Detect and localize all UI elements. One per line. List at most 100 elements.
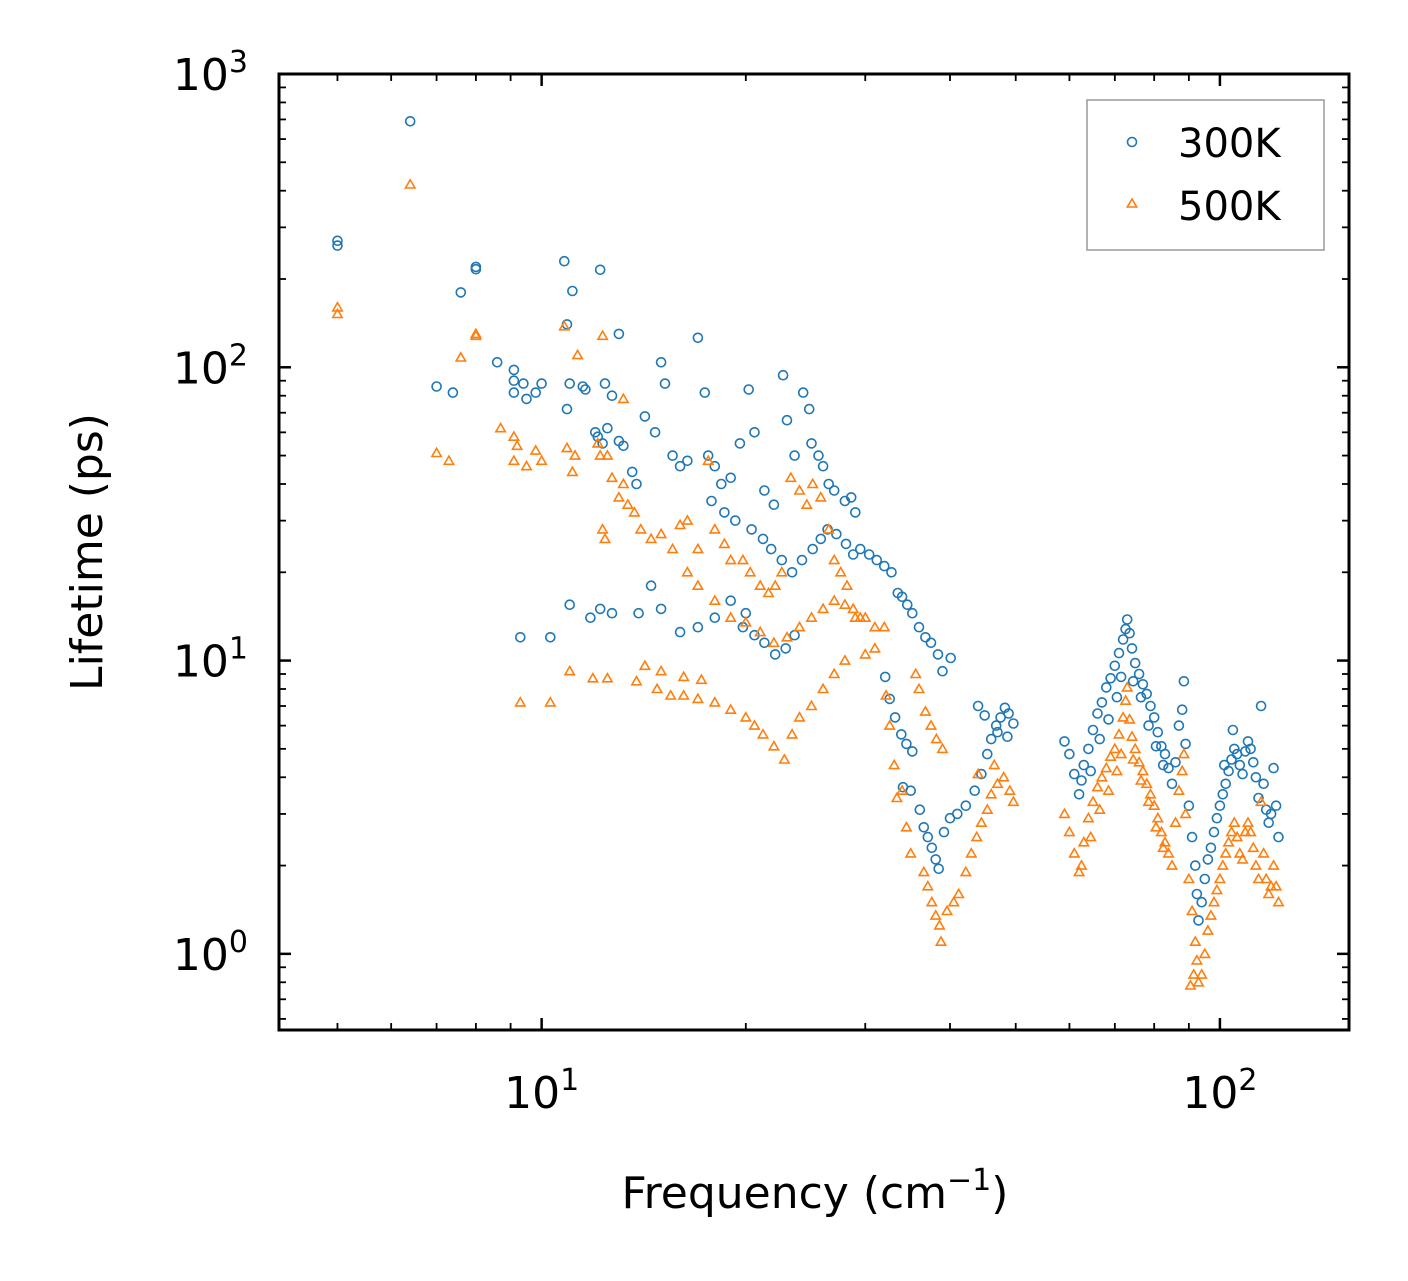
point-300k xyxy=(508,364,520,376)
point-500k xyxy=(1207,895,1221,907)
point-500k xyxy=(535,454,548,466)
point-500k xyxy=(560,441,574,453)
point-300k xyxy=(1003,708,1014,719)
point-500k xyxy=(834,565,847,577)
point-500k xyxy=(507,454,520,466)
point-300k xyxy=(849,507,861,518)
point-300k xyxy=(901,599,913,611)
point-300k xyxy=(719,507,730,518)
point-300k xyxy=(709,460,721,472)
point-300k xyxy=(1127,675,1139,687)
y-tick-label: 100 xyxy=(173,925,248,981)
point-300k xyxy=(933,863,945,875)
point-300k xyxy=(1069,768,1080,780)
point-500k xyxy=(514,696,527,707)
point-300k xyxy=(585,612,596,624)
point-300k xyxy=(1248,756,1259,768)
point-500k xyxy=(1249,859,1262,870)
point-500k xyxy=(544,696,557,707)
point-500k xyxy=(888,758,901,770)
x-tick-label: 101 xyxy=(504,1063,579,1119)
point-500k xyxy=(571,348,584,360)
x-axis-label: Frequency (cm−1) xyxy=(622,1163,1009,1219)
point-500k xyxy=(1169,816,1182,828)
point-300k xyxy=(692,621,704,633)
point-500k xyxy=(1127,753,1140,764)
point-300k xyxy=(796,554,808,566)
point-500k xyxy=(1068,847,1081,858)
point-300k xyxy=(729,515,741,526)
point-500k xyxy=(890,791,903,803)
point-300k xyxy=(926,842,938,854)
point-500k xyxy=(921,879,934,891)
point-300k xyxy=(789,450,800,461)
point-500k xyxy=(880,689,893,700)
point-300k xyxy=(918,821,930,833)
point-500k xyxy=(677,689,690,700)
point-500k xyxy=(806,477,819,489)
point-500k xyxy=(1222,835,1235,847)
legend-label-500k: 500K xyxy=(1178,184,1282,230)
point-300k xyxy=(807,543,819,555)
point-500k xyxy=(1252,872,1265,884)
point-300k xyxy=(1166,778,1178,790)
point-300k xyxy=(746,524,757,535)
point-300k xyxy=(817,460,829,472)
point-500k xyxy=(947,895,960,907)
point-500k xyxy=(793,711,806,722)
point-300k xyxy=(1076,775,1087,786)
point-300k xyxy=(1103,714,1114,725)
point-300k xyxy=(895,729,907,740)
point-300k xyxy=(901,738,912,750)
point-300k xyxy=(1109,660,1121,672)
point-300k xyxy=(1178,675,1190,687)
point-300k xyxy=(613,328,625,340)
point-300k xyxy=(1208,826,1220,838)
point-300k xyxy=(674,626,686,638)
point-500k xyxy=(1149,820,1163,832)
point-500k xyxy=(1228,816,1241,828)
point-300k xyxy=(1159,748,1171,760)
point-300k xyxy=(734,438,746,449)
point-300k xyxy=(1085,765,1096,777)
point-300k xyxy=(594,264,606,276)
point-500k xyxy=(1176,764,1189,776)
point-300k xyxy=(769,649,781,660)
point-500k xyxy=(1190,954,1203,965)
point-300k xyxy=(682,455,693,467)
point-500k xyxy=(868,620,881,632)
point-500k xyxy=(1260,872,1273,884)
point-300k xyxy=(1226,754,1237,765)
point-500k xyxy=(1058,807,1071,819)
point-300k xyxy=(1064,748,1075,760)
point-500k xyxy=(736,553,749,565)
point-500k xyxy=(708,523,721,534)
point-500k xyxy=(1231,830,1244,842)
point-300k xyxy=(1255,700,1267,712)
point-500k xyxy=(762,586,775,598)
point-300k xyxy=(992,726,1003,738)
point-500k xyxy=(511,439,524,451)
point-500k xyxy=(817,682,830,694)
point-300k xyxy=(332,240,343,251)
point-500k xyxy=(900,820,913,832)
point-300k xyxy=(922,831,934,843)
point-500k xyxy=(1267,859,1280,870)
point-300k xyxy=(1094,733,1105,745)
point-300k xyxy=(1105,672,1116,684)
point-500k xyxy=(1003,784,1016,796)
point-500k xyxy=(1192,975,1205,987)
point-300k xyxy=(1111,691,1123,703)
point-300k xyxy=(1170,756,1181,768)
point-300k xyxy=(1211,812,1223,824)
point-300k xyxy=(1078,759,1090,771)
point-500k xyxy=(1075,859,1088,870)
point-300k xyxy=(645,580,657,592)
point-500k xyxy=(404,178,417,189)
point-500k xyxy=(568,449,582,460)
point-300k xyxy=(508,375,520,387)
point-500k xyxy=(442,454,455,466)
point-300k xyxy=(699,387,711,398)
point-300k xyxy=(1205,842,1217,854)
point-300k xyxy=(1240,746,1251,757)
